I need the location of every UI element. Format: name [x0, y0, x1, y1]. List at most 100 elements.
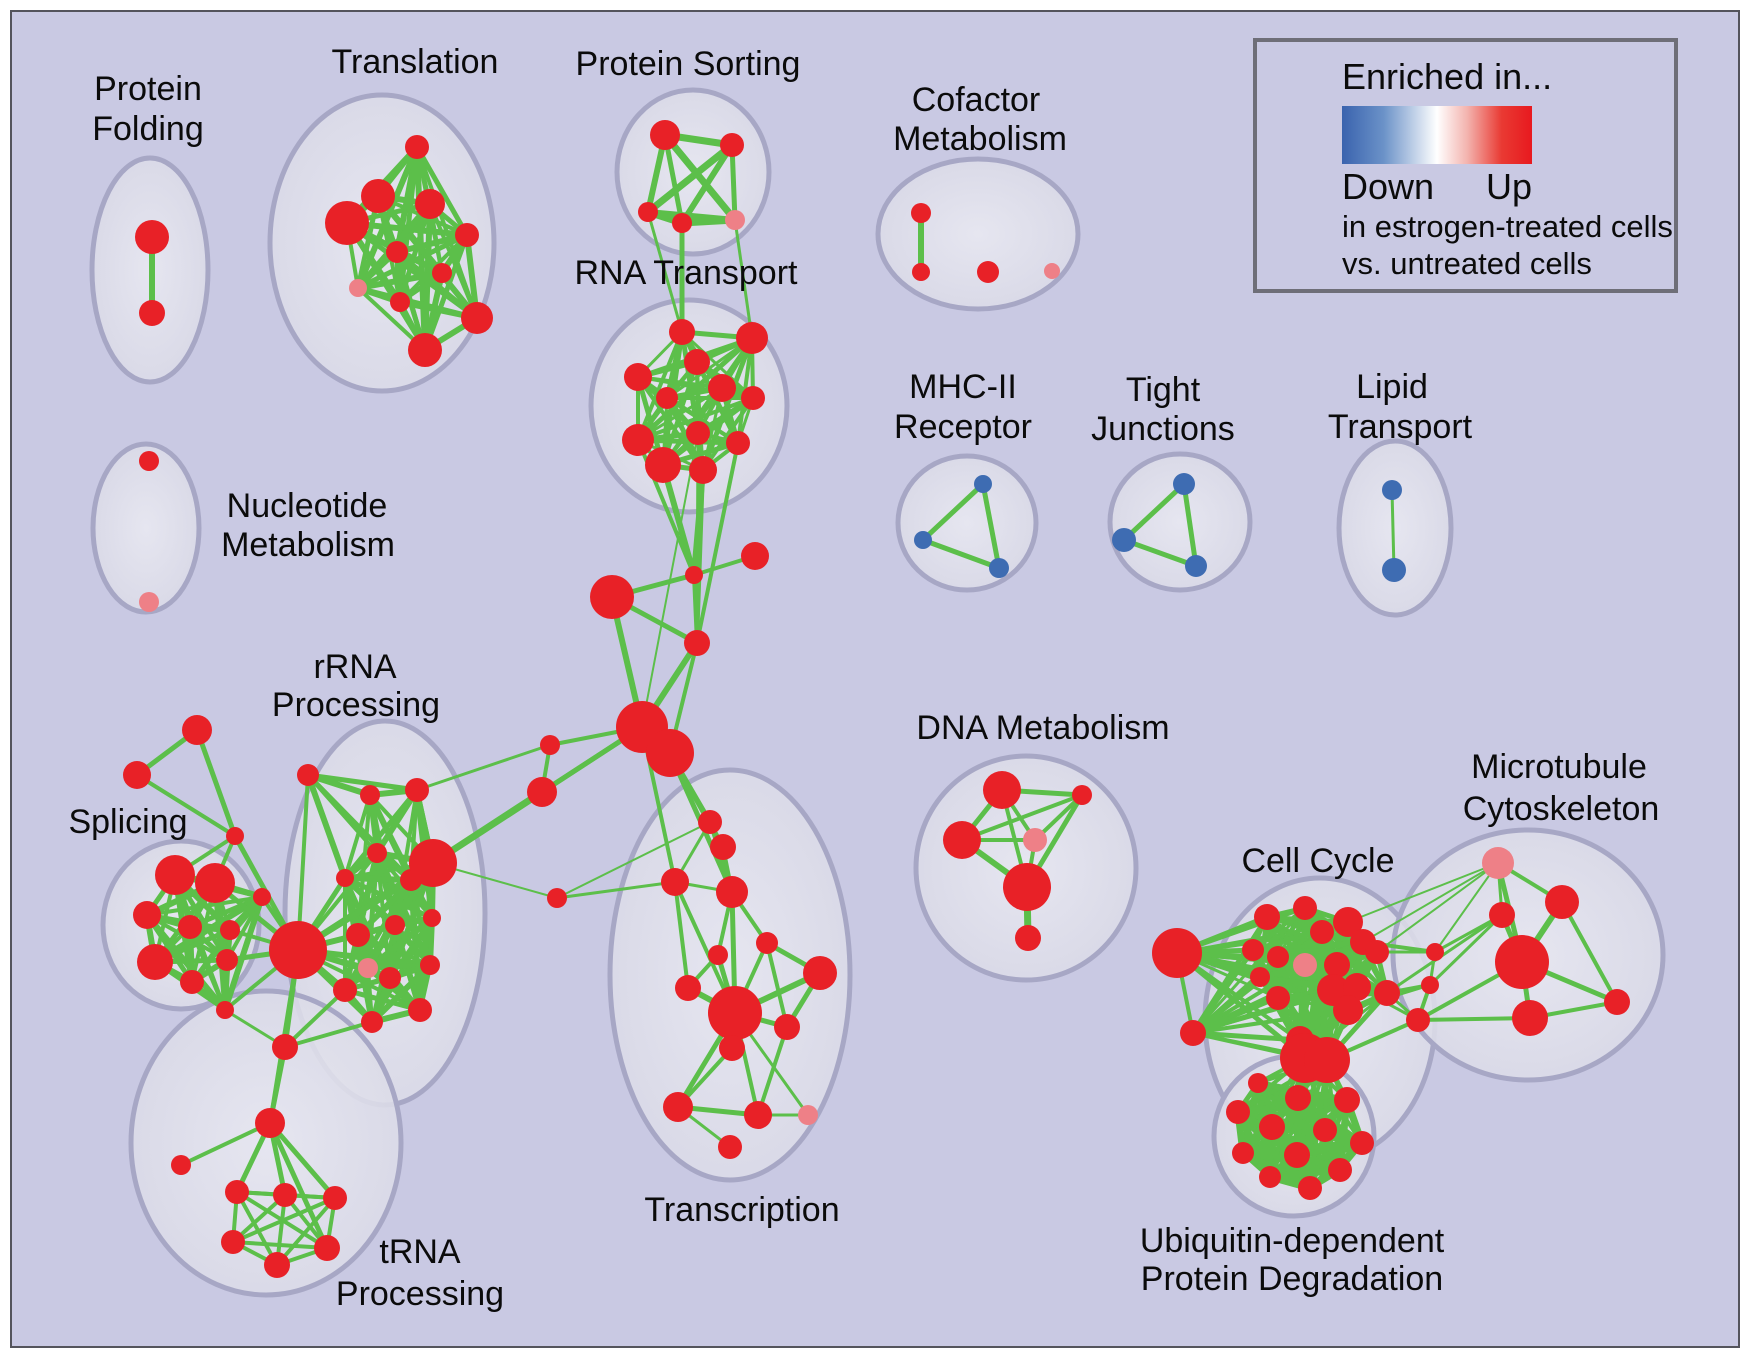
gene-set-node [155, 855, 195, 895]
gene-set-node [253, 888, 271, 906]
gene-set-node [684, 349, 710, 375]
gene-set-node [708, 945, 728, 965]
gene-set-node [1044, 263, 1060, 279]
gene-set-node [624, 363, 652, 391]
edge [188, 925, 227, 1012]
gene-set-node [547, 888, 567, 908]
gene-set-node [1232, 1142, 1254, 1164]
gene-set-node [638, 202, 658, 222]
edge [275, 1196, 337, 1267]
gene-set-node [1242, 939, 1264, 961]
gene-set-node [1248, 1073, 1268, 1093]
gene-set-node [650, 120, 680, 150]
gene-set-node [716, 876, 748, 908]
cluster-label-cofactor-metabolism: Cofactor [912, 81, 1041, 119]
gene-set-node [911, 203, 931, 223]
legend-caption-line2: vs. untreated cells [1342, 246, 1592, 281]
gene-set-node [943, 821, 981, 859]
edge [661, 131, 739, 224]
gene-set-node [1285, 1085, 1311, 1111]
edge [644, 141, 736, 216]
gene-set-node [656, 387, 678, 409]
gene-set-node [409, 839, 457, 887]
edge [636, 330, 684, 442]
gene-set-node [977, 261, 999, 283]
edge [1347, 862, 1499, 923]
cluster-ellipse-lipid-transport [1336, 438, 1454, 618]
cluster-label-trna-processing: Processing [336, 1275, 504, 1313]
edge [701, 396, 755, 472]
gene-set-node [1406, 1008, 1430, 1032]
gene-set-node [420, 955, 440, 975]
edge [194, 727, 238, 839]
gene-set-node [1343, 973, 1371, 1001]
gene-set-node [741, 542, 769, 570]
gene-set-node [1304, 1037, 1350, 1083]
gene-set-node [182, 715, 212, 745]
edge [635, 335, 755, 443]
edge [680, 330, 755, 400]
gene-set-node [1015, 925, 1041, 951]
cluster-label-cofactor-metabolism: Metabolism [893, 120, 1067, 158]
gene-set-node [379, 967, 401, 989]
cluster-label-nucleotide-metabolism: Metabolism [221, 526, 395, 564]
gene-set-node [297, 764, 319, 786]
gene-set-node [686, 421, 710, 445]
gene-set-node [367, 843, 387, 863]
edge [1121, 481, 1187, 543]
gene-set-node [974, 475, 992, 493]
edge [283, 1020, 374, 1049]
cluster-ellipse-mhc-ii-receptor [895, 453, 1039, 593]
gene-set-node [1382, 558, 1406, 582]
gene-set-node [220, 920, 240, 940]
gene-set-node [1003, 863, 1051, 911]
cluster-label-trna-processing: tRNA [379, 1233, 461, 1271]
cluster-label-cell-cycle: Cell Cycle [1241, 842, 1394, 880]
gene-set-node [1365, 940, 1389, 964]
cluster-label-mhc-ii-receptor: Receptor [894, 408, 1032, 446]
gene-set-node [195, 863, 235, 903]
gene-set-node [139, 592, 159, 612]
gene-set-node [405, 778, 429, 802]
gene-set-node [1334, 1087, 1360, 1113]
edge [695, 468, 705, 645]
gene-set-node [720, 133, 744, 157]
gene-set-node [123, 761, 151, 789]
gene-set-node [1421, 976, 1439, 994]
gene-set-node [708, 986, 762, 1040]
gene-set-node [1284, 1142, 1310, 1168]
edge [231, 1240, 329, 1250]
gene-set-node [325, 201, 369, 245]
gene-set-node [171, 1155, 191, 1175]
edge [646, 210, 684, 334]
cluster-ellipse-cofactor-metabolism [875, 156, 1081, 312]
gene-set-node [1545, 885, 1579, 919]
edge [1434, 862, 1499, 953]
gene-set-node [675, 975, 701, 1001]
gene-set-node [1293, 896, 1317, 920]
gene-set-node [1328, 1158, 1352, 1182]
gene-set-node [386, 241, 408, 263]
gene-set-node [1489, 902, 1515, 928]
gene-set-node [139, 300, 165, 326]
cluster-label-ubiquitin-degradation: Ubiquitin-dependent [1140, 1222, 1445, 1260]
gene-set-node [663, 1092, 693, 1122]
gene-set-node [135, 220, 169, 254]
gene-set-node [1512, 1000, 1548, 1036]
gene-set-node [527, 777, 557, 807]
gene-set-node [216, 1001, 234, 1019]
edge [145, 895, 264, 917]
gene-set-node [645, 447, 681, 483]
edge [428, 202, 479, 320]
edge [1191, 1008, 1350, 1035]
edge [1191, 975, 1262, 1035]
gene-set-node [221, 1230, 245, 1254]
edge [305, 772, 348, 881]
gene-set-node [1254, 904, 1280, 930]
gene-set-node [333, 978, 357, 1002]
gene-set-node [385, 915, 405, 935]
gene-set-node [719, 1035, 745, 1061]
gene-set-node [736, 322, 768, 354]
